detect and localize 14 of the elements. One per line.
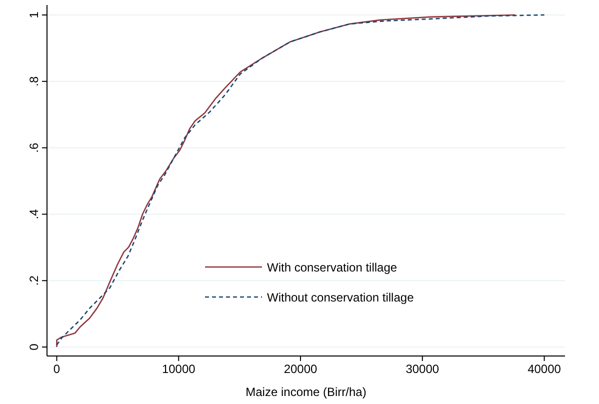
y-tick-label: .8 xyxy=(27,76,41,86)
x-tick-label: 30000 xyxy=(406,362,440,376)
y-tick-label: 1 xyxy=(27,11,41,18)
y-tick-label: .6 xyxy=(27,142,41,153)
x-tick-label: 0 xyxy=(53,362,60,376)
y-tick-label: .4 xyxy=(27,208,41,220)
x-tick-label: 20000 xyxy=(284,362,318,376)
x-tick-label: 40000 xyxy=(528,362,562,376)
x-axis-title: Maize income (Birr/ha) xyxy=(246,385,366,399)
legend-label: Without conservation tillage xyxy=(267,290,414,304)
legend-label: With conservation tillage xyxy=(267,260,398,274)
y-tick-label: 0 xyxy=(27,343,41,350)
y-tick-label: .2 xyxy=(27,275,41,286)
x-tick-label: 10000 xyxy=(162,362,196,376)
